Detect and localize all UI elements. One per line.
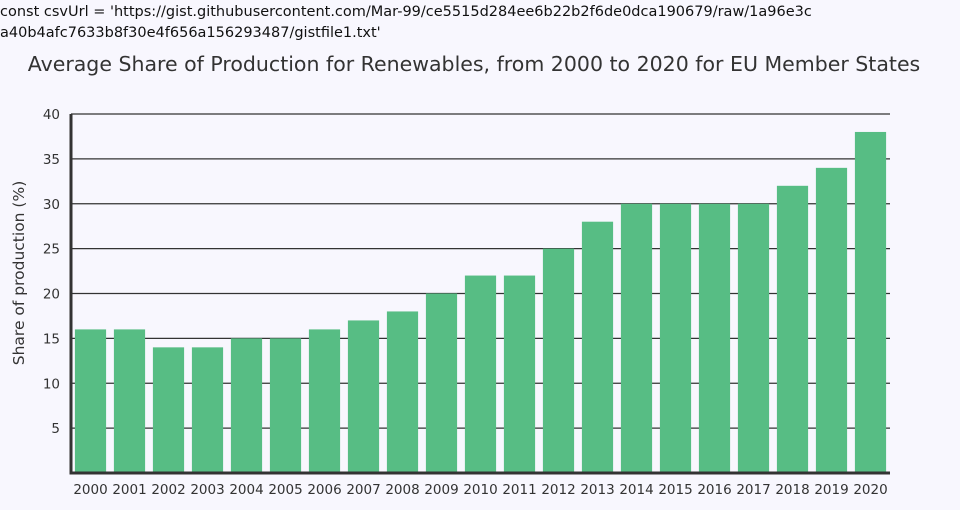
- x-tick-label: 2014: [619, 482, 653, 498]
- bars: [74, 131, 887, 474]
- x-tick-label: 2004: [229, 482, 263, 498]
- bar-2008[interactable]: [386, 311, 419, 473]
- bar-2004[interactable]: [230, 338, 263, 473]
- x-tick-label: 2013: [580, 482, 614, 498]
- y-axis-title: Share of production (%): [10, 181, 28, 366]
- x-tick-label: 2005: [268, 482, 302, 498]
- x-tick-label: 2010: [463, 482, 497, 498]
- x-tick-label: 2009: [424, 482, 458, 498]
- bar-2001[interactable]: [113, 329, 146, 473]
- x-tick-label: 2001: [112, 482, 146, 498]
- x-tick-label: 2003: [190, 482, 224, 498]
- x-tick-label: 2008: [385, 482, 419, 498]
- x-tick-label: 2018: [775, 482, 809, 498]
- x-tick-label: 2017: [736, 482, 770, 498]
- bar-2012[interactable]: [542, 248, 575, 473]
- y-tick-label: 40: [43, 107, 60, 123]
- bar-2014[interactable]: [620, 203, 653, 473]
- y-tick-label: 15: [43, 331, 60, 347]
- bar-2007[interactable]: [347, 320, 380, 473]
- code-text: const csvUrl = 'https://gist.githubuserc…: [0, 4, 812, 41]
- bar-2013[interactable]: [581, 221, 614, 473]
- bar-2000[interactable]: [74, 329, 107, 473]
- x-tick-label: 2020: [853, 482, 887, 498]
- bar-2017[interactable]: [737, 203, 770, 473]
- x-tick-label: 2016: [697, 482, 731, 498]
- bar-2010[interactable]: [464, 275, 497, 473]
- y-tick-label: 35: [43, 152, 60, 168]
- x-tick-label: 2011: [502, 482, 536, 498]
- x-tick-label: 2015: [658, 482, 692, 498]
- bar-2006[interactable]: [308, 329, 341, 473]
- x-tick-label: 2019: [814, 482, 848, 498]
- bar-2018[interactable]: [776, 185, 809, 474]
- y-tick-label: 10: [43, 376, 60, 392]
- bar-2016[interactable]: [698, 203, 731, 473]
- x-tick-label: 2007: [346, 482, 380, 498]
- y-tick-label: 5: [51, 421, 60, 437]
- x-tick-label: 2012: [541, 482, 575, 498]
- x-tick-label: 2000: [73, 482, 107, 498]
- bar-2011[interactable]: [503, 275, 536, 473]
- y-tick-label: 20: [43, 287, 60, 303]
- bar-2009[interactable]: [425, 293, 458, 474]
- bar-2005[interactable]: [269, 338, 302, 473]
- bar-2002[interactable]: [152, 347, 185, 473]
- axes: [69, 114, 890, 475]
- bar-2020[interactable]: [854, 131, 887, 473]
- x-tick-label: 2006: [307, 482, 341, 498]
- chart-title: Average Share of Production for Renewabl…: [27, 52, 921, 76]
- x-tick-label: 2002: [151, 482, 185, 498]
- y-tick-label: 30: [43, 197, 60, 213]
- y-tick-label: 25: [43, 242, 60, 258]
- bar-2015[interactable]: [659, 203, 692, 473]
- y-tick-labels: 5 10 15 20 25 30 35 40: [43, 107, 60, 437]
- bar-2019[interactable]: [815, 167, 848, 473]
- x-tick-labels: 2000 2001 2002 2003 2004 2005 2006 2007 2008 2009…: [73, 482, 887, 498]
- bar-2003[interactable]: [191, 347, 224, 473]
